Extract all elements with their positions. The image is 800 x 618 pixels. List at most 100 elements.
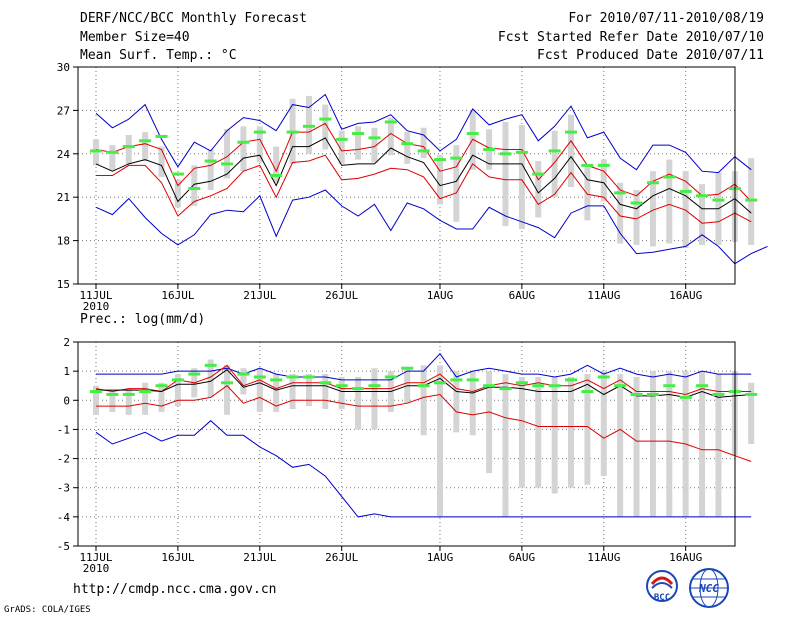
panel2-ensemble-box bbox=[649, 371, 656, 517]
panel1-ensemble-box bbox=[355, 126, 362, 160]
panel2-x-tick-label: 6AUG bbox=[509, 551, 536, 564]
panel1-ensemble-box bbox=[682, 171, 689, 248]
panel2-ensemble-box bbox=[174, 374, 181, 407]
fcst-started-date: Fcst Started Refer Date 2010/07/10 bbox=[497, 30, 764, 45]
panel2-ensemble-box bbox=[518, 376, 525, 488]
panel1-ensemble-box bbox=[633, 189, 640, 245]
panel1-ensemble-box bbox=[387, 117, 394, 156]
panel1-ensemble-box bbox=[371, 127, 378, 163]
panel2-ensemble-box bbox=[224, 365, 231, 415]
panel1-frame bbox=[77, 66, 736, 285]
panel1-ensemble-box bbox=[109, 145, 116, 170]
panel2-ensemble-box bbox=[584, 374, 591, 485]
bcc-logo-text: BCC bbox=[654, 593, 670, 603]
panel2-frame bbox=[77, 341, 736, 547]
panel2-ensemble-box bbox=[633, 376, 640, 517]
panel1-x-tick-label: 11AUG bbox=[587, 289, 620, 302]
grads-credit: GrADS: COLA/IGES bbox=[4, 605, 91, 615]
panel2-y-tick-label: -2 bbox=[57, 453, 70, 466]
panel2-lower-spread-line bbox=[96, 385, 752, 462]
panel2-ensemble-min-line bbox=[95, 420, 752, 518]
panel1-ensemble-box bbox=[191, 165, 198, 206]
panel1-y-tick-label: 27 bbox=[57, 104, 70, 117]
panel1-x-tick-year: 2010 bbox=[83, 300, 110, 313]
panel1-x-tick-label: 11JUL bbox=[79, 289, 112, 302]
panel1-ensemble-box bbox=[158, 146, 165, 177]
panel2-upper-spread-line bbox=[95, 364, 752, 396]
panel1-y-tick-label: 30 bbox=[57, 61, 70, 74]
panel1-ensemble-box bbox=[207, 149, 214, 190]
panel2-x-tick-label: 11AUG bbox=[587, 551, 620, 564]
panel2-ensemble-box bbox=[240, 368, 247, 395]
panel2-ensemble-box bbox=[617, 374, 624, 517]
panel1-ensemble-box bbox=[600, 159, 607, 202]
panel2-ensemble-box bbox=[535, 376, 542, 488]
panel1-ensemble-box bbox=[453, 145, 460, 222]
panel2-y-tick-label: 2 bbox=[63, 336, 70, 349]
panel1-ensemble-box bbox=[535, 161, 542, 218]
member-size: Member Size=40 bbox=[80, 30, 190, 45]
panel2-ensemble-box bbox=[699, 371, 706, 517]
panel2-ensemble-box bbox=[289, 374, 296, 410]
panel1-ensemble-box bbox=[649, 171, 656, 247]
panel2-ensemble-box bbox=[273, 374, 280, 412]
panel1-ensemble-box bbox=[256, 126, 263, 163]
panel1-ensemble-box bbox=[420, 127, 427, 159]
panel1-ensemble-box bbox=[142, 132, 149, 162]
panel1-x-tick-label: 16AUG bbox=[669, 289, 702, 302]
panel1-x-tick-label: 16JUL bbox=[161, 289, 194, 302]
panel2-ensemble-box bbox=[305, 374, 312, 407]
panel1-x-tick-label: 1AUG bbox=[427, 289, 454, 302]
panel2-ensemble-box bbox=[420, 365, 427, 436]
panel1-y-tick-label: 18 bbox=[57, 235, 70, 248]
variable-label: Mean Surf. Temp.: °C bbox=[80, 48, 237, 63]
panel1-upper-spread-line bbox=[95, 122, 752, 202]
panel2-ensemble-box bbox=[715, 374, 722, 517]
panel2-x-tick-label: 16AUG bbox=[669, 551, 702, 564]
panel1-ensemble-box bbox=[584, 165, 591, 221]
panel1-ensemble-box bbox=[617, 182, 624, 244]
panel2-y-tick-label: -5 bbox=[57, 540, 70, 553]
bcc-logo: BCC bbox=[646, 570, 678, 603]
panel2-ensemble-box bbox=[551, 376, 558, 494]
panel2-ensemble-box bbox=[125, 388, 132, 415]
panel1-y-tick-label: 21 bbox=[57, 191, 70, 204]
panel1-ensemble-box bbox=[699, 184, 706, 245]
panel2-ensemble-box bbox=[600, 371, 607, 477]
panel2-title: Prec.: log(mm/d) bbox=[80, 312, 205, 327]
panel2-ensemble-box bbox=[748, 382, 755, 444]
panel1-ensemble-box bbox=[224, 129, 231, 179]
panel2-x-tick-label: 21JUL bbox=[243, 551, 276, 564]
panel2-ensemble-box bbox=[207, 359, 214, 398]
panel1-ensemble-box bbox=[551, 130, 558, 198]
panel1-ensemble-box bbox=[502, 121, 509, 227]
panel1-ensemble-box bbox=[666, 159, 673, 244]
panel2-ensemble-box bbox=[93, 385, 99, 415]
panel1-ensemble-box bbox=[273, 146, 280, 183]
source-url[interactable]: http://cmdp.ncc.cma.gov.cn bbox=[73, 582, 277, 597]
panel1-ensemble-box bbox=[322, 104, 329, 150]
panel2-y-tick-label: -3 bbox=[57, 482, 70, 495]
panel2-ensemble-box bbox=[568, 376, 575, 488]
panel1-ensemble-box bbox=[125, 134, 132, 164]
panel2-ensemble-box bbox=[109, 391, 116, 412]
panel2-y-tick-label: -4 bbox=[57, 511, 71, 524]
panel1-ensemble-min-line bbox=[95, 189, 768, 265]
panel2-ensemble-box bbox=[158, 382, 165, 412]
panel2-ensemble-max-line bbox=[96, 352, 752, 381]
panel2-x-tick-year: 2010 bbox=[83, 562, 110, 575]
panel1-x-tick-label: 26JUL bbox=[325, 289, 358, 302]
panel2-ensemble-box bbox=[502, 374, 509, 517]
panel1-ensemble-max-line bbox=[95, 93, 752, 174]
ncc-logo: NCC bbox=[689, 568, 729, 608]
panel1-ensemble-box bbox=[174, 179, 181, 208]
panel1-ensemble-box bbox=[338, 130, 345, 164]
panel1-ensemble-box bbox=[436, 155, 443, 205]
panel1-ensemble-box bbox=[404, 132, 411, 164]
panel2-ensemble-box bbox=[486, 371, 493, 474]
panel2-x-tick-label: 11JUL bbox=[79, 551, 112, 564]
panel2-ensemble-box bbox=[469, 371, 476, 436]
panel2-ensemble-box bbox=[142, 382, 149, 415]
panel2-ensemble-box bbox=[436, 365, 443, 517]
